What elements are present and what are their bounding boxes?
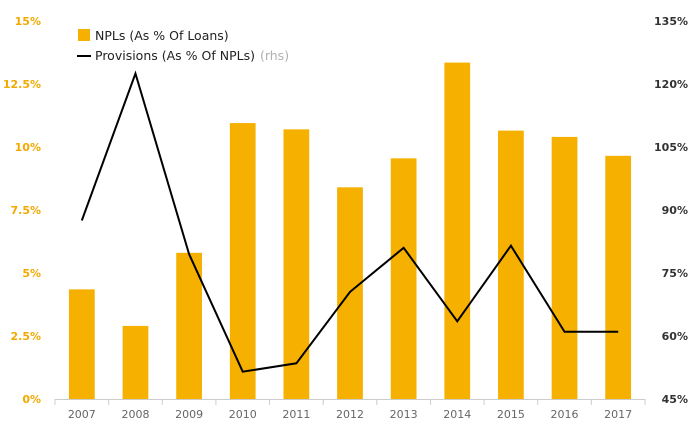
x-axis-tick-label: 2012 bbox=[336, 408, 364, 421]
left-axis-tick-label: 5% bbox=[22, 267, 41, 280]
right-axis-tick-label: 120% bbox=[654, 78, 688, 91]
bar-2011 bbox=[283, 129, 310, 400]
legend-rhs-label: (rhs) bbox=[260, 48, 289, 63]
right-axis-tick-label: 60% bbox=[662, 330, 688, 343]
left-axis-tick-label: 10% bbox=[15, 141, 41, 154]
right-axis-tick-label: 105% bbox=[654, 141, 688, 154]
left-axis-tick-label: 7.5% bbox=[10, 204, 41, 217]
bar-2014 bbox=[444, 62, 471, 400]
left-axis-tick-label: 12.5% bbox=[3, 78, 41, 91]
left-axis-tick-label: 0% bbox=[22, 393, 41, 406]
bar-2013 bbox=[390, 158, 417, 399]
x-axis-tick-label: 2014 bbox=[443, 408, 471, 421]
x-axis-tick-label: 2007 bbox=[68, 408, 96, 421]
legend-bar-swatch bbox=[78, 29, 90, 41]
right-axis-tick-label: 90% bbox=[662, 204, 688, 217]
bar-2015 bbox=[498, 130, 524, 399]
legend-line-label: Provisions (As % Of NPLs) bbox=[95, 48, 255, 63]
right-axis-tick-label: 75% bbox=[662, 267, 688, 280]
right-axis-tick-label: 45% bbox=[662, 393, 688, 406]
bar-2007 bbox=[68, 289, 95, 399]
x-axis-tick-label: 2013 bbox=[390, 408, 418, 421]
x-axis-tick-label: 2017 bbox=[604, 408, 632, 421]
x-axis-tick-label: 2011 bbox=[282, 408, 310, 421]
x-axis-tick-label: 2016 bbox=[551, 408, 579, 421]
x-axis-tick-label: 2010 bbox=[229, 408, 257, 421]
left-axis-tick-label: 15% bbox=[15, 15, 41, 28]
right-axis-tick-label: 135% bbox=[654, 15, 688, 28]
bar-2017 bbox=[605, 155, 632, 399]
x-axis-tick-label: 2015 bbox=[497, 408, 525, 421]
legend-bar-label: NPLs (As % Of Loans) bbox=[95, 28, 229, 43]
bar-2009 bbox=[176, 252, 202, 399]
x-axis-tick-label: 2008 bbox=[121, 408, 149, 421]
left-axis-tick-label: 2.5% bbox=[10, 330, 41, 343]
bar-2008 bbox=[122, 325, 149, 399]
x-axis-tick-label: 2009 bbox=[175, 408, 203, 421]
bar-2016 bbox=[551, 136, 578, 400]
bar-2010 bbox=[229, 123, 256, 399]
